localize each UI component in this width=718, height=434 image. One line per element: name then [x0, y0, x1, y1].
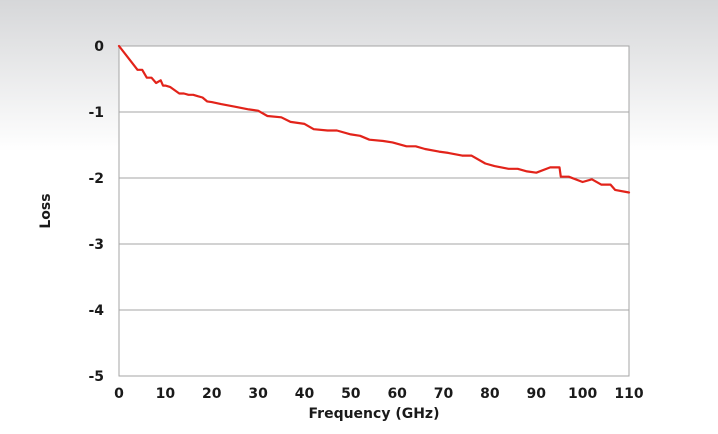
gridlines — [119, 111, 629, 311]
plot-area — [118, 45, 630, 377]
x-tick-label: 10 — [156, 386, 176, 402]
y-tick-label: -4 — [88, 303, 104, 319]
x-axis-ticks: 0 10 20 30 40 50 60 70 80 90 100 110 — [114, 386, 644, 402]
x-tick-label: 50 — [341, 386, 361, 402]
y-tick-label: -3 — [88, 237, 104, 253]
x-tick-label: 110 — [614, 386, 643, 402]
loss-series-line — [117, 44, 631, 194]
x-tick-label: 70 — [434, 386, 454, 402]
x-tick-label: 0 — [114, 386, 124, 402]
y-tick-label: -5 — [88, 369, 104, 385]
y-tick-label: -1 — [88, 105, 104, 121]
y-axis-title: Loss — [38, 193, 54, 228]
y-tick-label: 0 — [94, 39, 104, 55]
x-tick-label: 20 — [202, 386, 222, 402]
y-axis-ticks: 0 -1 -2 -3 -4 -5 — [88, 39, 104, 385]
x-tick-label: 90 — [527, 386, 547, 402]
x-axis-title: Frequency (GHz) — [309, 406, 440, 422]
x-tick-label: 80 — [480, 386, 500, 402]
y-tick-label: -2 — [88, 171, 104, 187]
x-tick-label: 30 — [248, 386, 268, 402]
x-tick-label: 40 — [295, 386, 315, 402]
x-tick-label: 100 — [568, 386, 597, 402]
x-tick-label: 60 — [387, 386, 407, 402]
